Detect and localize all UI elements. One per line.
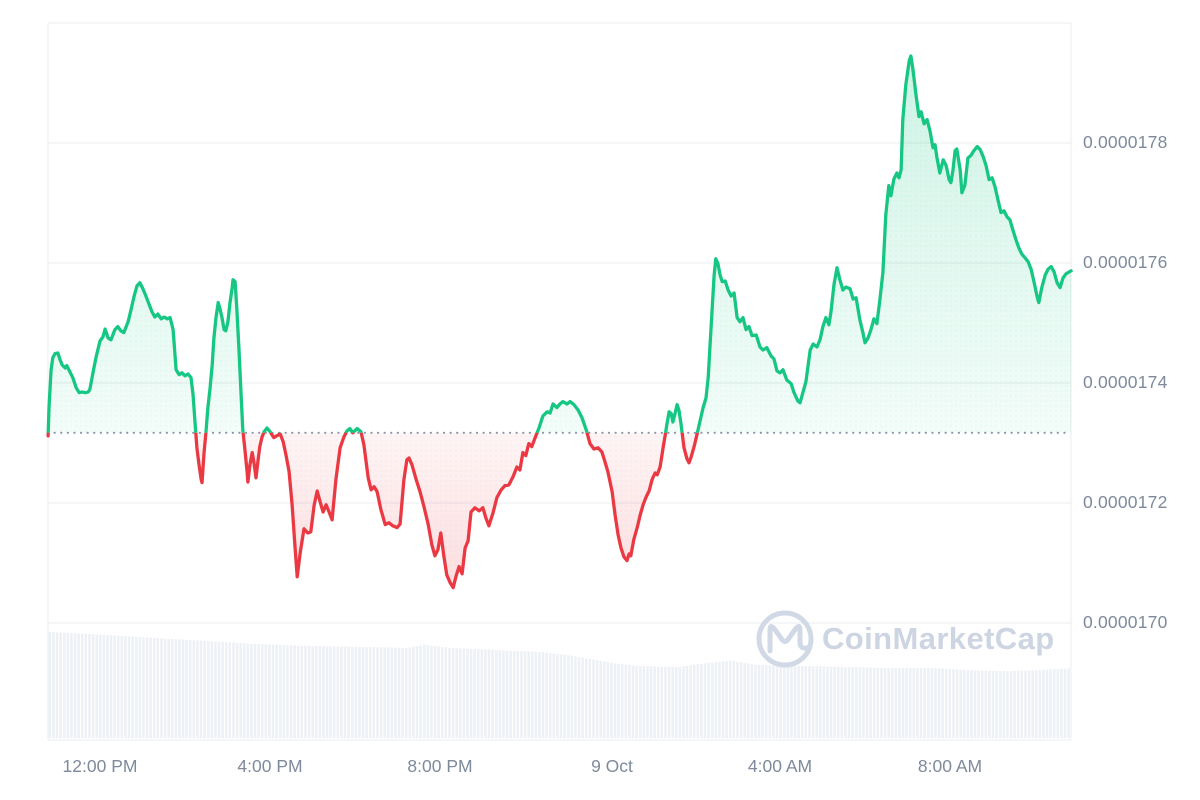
y-axis-label: 0.0000174 [1083, 372, 1168, 393]
price-area-fill [48, 56, 1072, 588]
volume-bars [48, 632, 1070, 738]
coinmarketcap-logo-icon [756, 610, 814, 668]
x-axis-label: 4:00 AM [747, 756, 813, 776]
x-axis-label: 8:00 PM [407, 756, 473, 776]
price-line [46, 54, 1073, 590]
y-axis-label: 0.0000170 [1083, 612, 1168, 633]
x-axis-label: 12:00 PM [62, 756, 138, 776]
y-axis-label: 0.0000176 [1083, 252, 1168, 273]
x-axis-label: 4:00 PM [237, 756, 303, 776]
x-axis-label: 8:00 AM [917, 756, 983, 776]
y-axis-label: 0.0000172 [1083, 492, 1168, 513]
x-axis-label: 9 Oct [591, 756, 633, 776]
coinmarketcap-watermark: CoinMarketCap [822, 621, 1055, 656]
y-axis-label: 0.0000178 [1083, 132, 1168, 153]
